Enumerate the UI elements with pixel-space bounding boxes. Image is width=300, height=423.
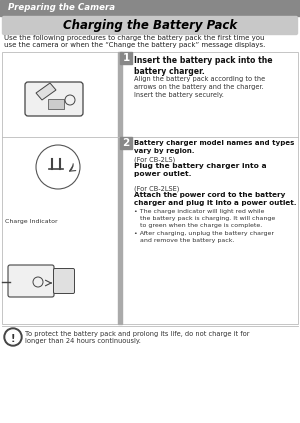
Text: Attach the power cord to the battery
charger and plug it into a power outlet.: Attach the power cord to the battery cha… xyxy=(134,192,296,206)
Text: Charging the Battery Pack: Charging the Battery Pack xyxy=(63,19,237,32)
Text: • The charge indicator will light red while: • The charge indicator will light red wh… xyxy=(134,209,264,214)
Bar xyxy=(118,52,122,324)
Bar xyxy=(0,0,300,16)
Circle shape xyxy=(33,277,43,287)
Text: !: ! xyxy=(11,333,15,343)
FancyBboxPatch shape xyxy=(2,16,298,35)
FancyBboxPatch shape xyxy=(2,0,162,15)
Circle shape xyxy=(65,95,75,105)
Bar xyxy=(120,52,132,64)
Bar xyxy=(2,52,298,324)
Text: 1: 1 xyxy=(122,53,130,63)
Text: to green when the charge is complete.: to green when the charge is complete. xyxy=(134,223,262,228)
Circle shape xyxy=(6,330,20,344)
Text: Align the battery pack according to the
arrows on the battery and the charger.
I: Align the battery pack according to the … xyxy=(134,76,265,97)
Text: the battery pack is charging. It will change: the battery pack is charging. It will ch… xyxy=(134,216,275,221)
Text: Plug the battery charger into a
power outlet.: Plug the battery charger into a power ou… xyxy=(134,163,267,177)
Text: longer than 24 hours continuously.: longer than 24 hours continuously. xyxy=(25,338,141,344)
Text: (For CB-2LS): (For CB-2LS) xyxy=(134,156,175,162)
Text: Use the following procedures to charge the battery pack the first time you: Use the following procedures to charge t… xyxy=(4,35,265,41)
Bar xyxy=(48,99,64,109)
Text: Preparing the Camera: Preparing the Camera xyxy=(8,3,115,12)
Circle shape xyxy=(4,328,22,346)
Bar xyxy=(120,137,132,149)
FancyBboxPatch shape xyxy=(53,269,74,294)
FancyBboxPatch shape xyxy=(25,82,83,116)
Text: and remove the battery pack.: and remove the battery pack. xyxy=(134,238,235,243)
Text: Battery charger model names and types
vary by region.: Battery charger model names and types va… xyxy=(134,140,294,154)
Polygon shape xyxy=(36,83,56,100)
Text: use the camera or when the “Change the battery pack” message displays.: use the camera or when the “Change the b… xyxy=(4,42,266,48)
Circle shape xyxy=(36,145,80,189)
Text: 2: 2 xyxy=(122,138,130,148)
FancyBboxPatch shape xyxy=(8,265,54,297)
Text: • After charging, unplug the battery charger: • After charging, unplug the battery cha… xyxy=(134,231,274,236)
Text: To protect the battery pack and prolong its life, do not charge it for: To protect the battery pack and prolong … xyxy=(25,331,250,337)
Text: Charge Indicator: Charge Indicator xyxy=(5,219,58,224)
Text: Insert the battery pack into the
battery charger.: Insert the battery pack into the battery… xyxy=(134,56,273,77)
Text: (For CB-2LSE): (For CB-2LSE) xyxy=(134,185,179,192)
